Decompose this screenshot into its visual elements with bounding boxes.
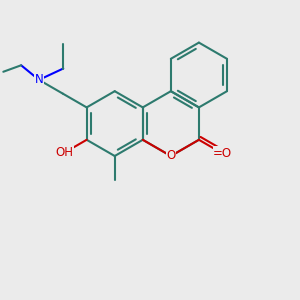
Text: OH: OH xyxy=(55,146,73,159)
Text: O: O xyxy=(166,149,176,163)
Text: =O: =O xyxy=(213,147,232,160)
Text: N: N xyxy=(34,74,43,86)
